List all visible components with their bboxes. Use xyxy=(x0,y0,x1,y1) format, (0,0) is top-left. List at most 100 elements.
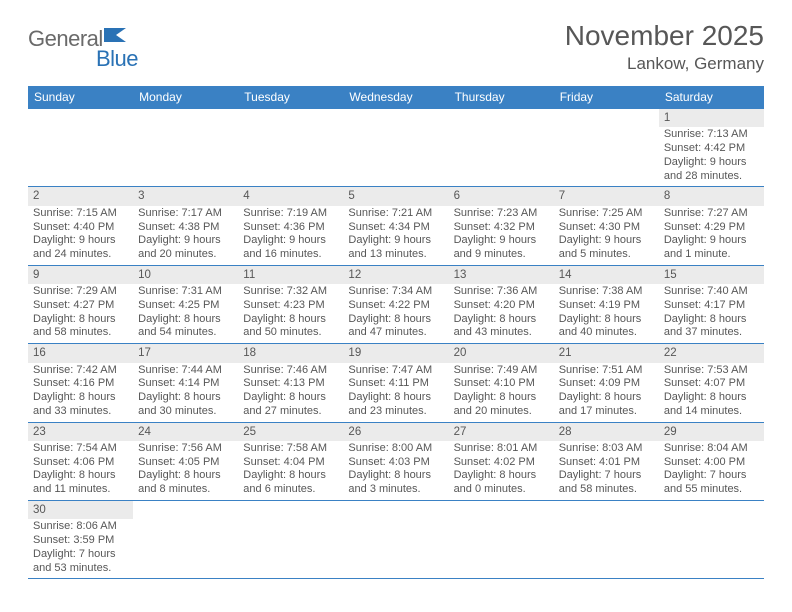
day-sunset: Sunset: 4:09 PM xyxy=(559,377,654,391)
day-dl1: Daylight: 7 hours xyxy=(33,548,128,562)
day-number: 15 xyxy=(659,266,764,284)
day-details: Sunrise: 8:06 AMSunset: 3:59 PMDaylight:… xyxy=(28,519,133,578)
calendar-day: 29Sunrise: 8:04 AMSunset: 4:00 PMDayligh… xyxy=(659,423,764,500)
day-number: 12 xyxy=(343,266,448,284)
calendar-day-empty xyxy=(449,109,554,186)
calendar-day: 24Sunrise: 7:56 AMSunset: 4:05 PMDayligh… xyxy=(133,423,238,500)
day-number: 26 xyxy=(343,423,448,441)
calendar-day-empty xyxy=(238,501,343,578)
day-sunset: Sunset: 4:06 PM xyxy=(33,456,128,470)
day-dl2: and 30 minutes. xyxy=(138,405,233,419)
calendar-day: 15Sunrise: 7:40 AMSunset: 4:17 PMDayligh… xyxy=(659,266,764,343)
calendar-day: 8Sunrise: 7:27 AMSunset: 4:29 PMDaylight… xyxy=(659,187,764,264)
day-sunrise: Sunrise: 7:53 AM xyxy=(664,364,759,378)
calendar-week: 23Sunrise: 7:54 AMSunset: 4:06 PMDayligh… xyxy=(28,423,764,501)
calendar-day-empty xyxy=(343,501,448,578)
day-dl1: Daylight: 8 hours xyxy=(348,469,443,483)
day-number: 1 xyxy=(659,109,764,127)
day-details: Sunrise: 7:21 AMSunset: 4:34 PMDaylight:… xyxy=(343,206,448,265)
day-sunset: Sunset: 4:32 PM xyxy=(454,221,549,235)
day-dl1: Daylight: 8 hours xyxy=(559,391,654,405)
location: Lankow, Germany xyxy=(565,54,764,74)
calendar-day: 20Sunrise: 7:49 AMSunset: 4:10 PMDayligh… xyxy=(449,344,554,421)
day-sunrise: Sunrise: 7:54 AM xyxy=(33,442,128,456)
day-sunset: Sunset: 4:22 PM xyxy=(348,299,443,313)
calendar-day: 6Sunrise: 7:23 AMSunset: 4:32 PMDaylight… xyxy=(449,187,554,264)
day-sunrise: Sunrise: 8:00 AM xyxy=(348,442,443,456)
day-details: Sunrise: 7:58 AMSunset: 4:04 PMDaylight:… xyxy=(238,441,343,500)
day-number: 4 xyxy=(238,187,343,205)
day-dl1: Daylight: 9 hours xyxy=(243,234,338,248)
day-sunrise: Sunrise: 7:25 AM xyxy=(559,207,654,221)
day-number: 24 xyxy=(133,423,238,441)
day-number: 5 xyxy=(343,187,448,205)
calendar-day: 1Sunrise: 7:13 AMSunset: 4:42 PMDaylight… xyxy=(659,109,764,186)
day-sunrise: Sunrise: 7:44 AM xyxy=(138,364,233,378)
day-dl1: Daylight: 8 hours xyxy=(664,313,759,327)
day-dl2: and 58 minutes. xyxy=(33,326,128,340)
day-sunset: Sunset: 4:40 PM xyxy=(33,221,128,235)
weekday-heading: Friday xyxy=(554,86,659,109)
day-dl1: Daylight: 8 hours xyxy=(664,391,759,405)
day-dl1: Daylight: 8 hours xyxy=(559,313,654,327)
day-sunrise: Sunrise: 8:01 AM xyxy=(454,442,549,456)
calendar-day-empty xyxy=(343,109,448,186)
day-dl1: Daylight: 9 hours xyxy=(559,234,654,248)
day-sunset: Sunset: 4:04 PM xyxy=(243,456,338,470)
weekday-heading: Monday xyxy=(133,86,238,109)
day-dl1: Daylight: 8 hours xyxy=(243,391,338,405)
day-details: Sunrise: 7:31 AMSunset: 4:25 PMDaylight:… xyxy=(133,284,238,343)
day-sunset: Sunset: 4:42 PM xyxy=(664,142,759,156)
calendar-day-empty xyxy=(133,501,238,578)
day-sunrise: Sunrise: 7:23 AM xyxy=(454,207,549,221)
day-dl2: and 13 minutes. xyxy=(348,248,443,262)
day-dl1: Daylight: 8 hours xyxy=(243,469,338,483)
calendar-day-empty xyxy=(554,109,659,186)
day-number: 2 xyxy=(28,187,133,205)
day-number: 14 xyxy=(554,266,659,284)
day-dl1: Daylight: 8 hours xyxy=(454,313,549,327)
day-dl2: and 1 minute. xyxy=(664,248,759,262)
day-sunset: Sunset: 4:13 PM xyxy=(243,377,338,391)
day-details: Sunrise: 7:19 AMSunset: 4:36 PMDaylight:… xyxy=(238,206,343,265)
day-dl2: and 0 minutes. xyxy=(454,483,549,497)
day-dl1: Daylight: 8 hours xyxy=(138,469,233,483)
calendar-week: 2 Sunrise: 7:15 AMSunset: 4:40 PM Daylight… xyxy=(28,187,764,265)
calendar-day-empty xyxy=(659,501,764,578)
day-number: 20 xyxy=(449,344,554,362)
day-dl2: and 54 minutes. xyxy=(138,326,233,340)
day-number: 21 xyxy=(554,344,659,362)
day-sunrise: Sunrise: 7:29 AM xyxy=(33,285,128,299)
day-sunset: Sunset: 4:16 PM xyxy=(33,377,128,391)
day-number: 17 xyxy=(133,344,238,362)
day-details: Sunrise: 8:03 AMSunset: 4:01 PMDaylight:… xyxy=(554,441,659,500)
calendar-day: 22Sunrise: 7:53 AMSunset: 4:07 PMDayligh… xyxy=(659,344,764,421)
day-dl1: Daylight: 9 hours xyxy=(664,234,759,248)
title-block: November 2025 Lankow, Germany xyxy=(565,20,764,74)
calendar-day-empty xyxy=(449,501,554,578)
day-sunrise: Sunrise: 7:13 AM xyxy=(664,128,759,142)
day-dl2: and 20 minutes. xyxy=(138,248,233,262)
day-dl2: and 33 minutes. xyxy=(33,405,128,419)
day-sunrise: Sunrise: 7:15 AM xyxy=(33,207,128,221)
day-dl1: Daylight: 8 hours xyxy=(348,313,443,327)
day-number: 25 xyxy=(238,423,343,441)
day-details: Sunrise: 8:04 AMSunset: 4:00 PMDaylight:… xyxy=(659,441,764,500)
calendar-day: 19Sunrise: 7:47 AMSunset: 4:11 PMDayligh… xyxy=(343,344,448,421)
brand-logo: General Blue xyxy=(28,26,130,52)
day-number: 29 xyxy=(659,423,764,441)
day-sunset: Sunset: 4:10 PM xyxy=(454,377,549,391)
day-sunrise: Sunrise: 7:49 AM xyxy=(454,364,549,378)
day-dl2: and 50 minutes. xyxy=(243,326,338,340)
day-number: 28 xyxy=(554,423,659,441)
day-sunset: Sunset: 4:23 PM xyxy=(243,299,338,313)
day-sunset: Sunset: 4:03 PM xyxy=(348,456,443,470)
calendar-week: 1Sunrise: 7:13 AMSunset: 4:42 PMDaylight… xyxy=(28,109,764,187)
calendar-day: 2Sunrise: 7:15 AMSunset: 4:40 PMDaylight… xyxy=(28,187,133,264)
weekday-heading: Tuesday xyxy=(238,86,343,109)
day-sunrise: Sunrise: 7:19 AM xyxy=(243,207,338,221)
day-sunset: Sunset: 4:30 PM xyxy=(559,221,654,235)
day-sunrise: Sunrise: 7:51 AM xyxy=(559,364,654,378)
calendar-day: 3Sunrise: 7:17 AMSunset: 4:38 PMDaylight… xyxy=(133,187,238,264)
day-number: 9 xyxy=(28,266,133,284)
